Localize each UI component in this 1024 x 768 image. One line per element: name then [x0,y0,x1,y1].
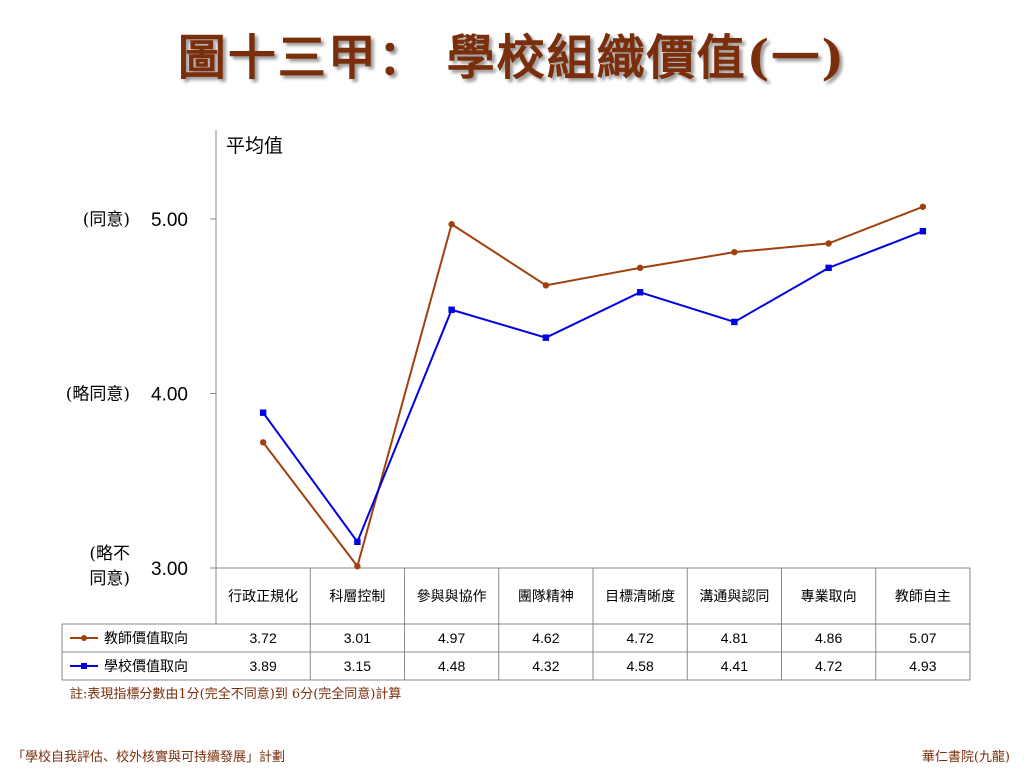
data-point [542,282,550,289]
x-category-label: 科層控制 [329,589,385,605]
data-point [636,264,644,272]
data-label: 4.32 [532,658,559,674]
data-point [731,318,738,326]
data-label: 5.07 [909,630,936,646]
x-category-label: 行政正規化 [228,589,298,605]
x-category-label: 團隊精神 [518,589,574,605]
y-tick-annotation: (略同意) [66,385,130,405]
data-point [919,203,927,210]
footnote: 註:表現指標分數由1分(完全不同意)到 6分(完全同意)計算 [70,687,402,702]
data-label: 3.15 [344,658,371,674]
data-label: 3.01 [344,630,371,646]
x-category-label: 專業取向 [801,589,857,605]
x-category-label: 目標清晰度 [605,589,675,605]
series-line [262,230,924,544]
data-point [731,248,738,256]
data-label: 4.97 [438,630,465,646]
data-point [919,228,927,235]
data-label: 4.72 [627,630,654,646]
data-point [448,306,455,313]
data-point [259,409,267,416]
x-category-label: 教師自主 [895,589,951,605]
y-tick-label: 3.00 [151,559,188,580]
legend-entry: 教師價值取向 [104,630,188,647]
legend-marker [81,635,87,641]
plot-area [259,203,927,570]
legend-entry: 學校價值取向 [104,658,188,675]
data-point [542,334,550,341]
data-label: 3.89 [250,658,277,674]
data-point [354,563,361,570]
data-point [636,289,644,296]
data-point [825,240,832,247]
x-category-label: 溝通與認同 [699,589,769,605]
data-label: 3.72 [250,630,277,646]
y-tick-annotation: 同意) [89,569,130,589]
data-label: 4.81 [721,630,748,646]
data-point [448,221,455,228]
footer-school: 華仁書院(九龍) [921,750,1010,765]
legend-marker [81,663,87,669]
data-label: 4.62 [532,630,559,646]
page-title: 圖十三甲： 學校組織價值(一) [177,30,847,86]
footer-project: 「學校自我評估、校外核實與可持續發展」計劃 [12,750,286,765]
data-point [825,264,832,272]
data-label: 4.48 [438,658,465,674]
data-label: 4.41 [721,658,748,674]
series-line [262,205,924,569]
data-label: 4.86 [815,630,842,646]
x-category-label: 參與與協作 [417,589,487,605]
y-tick-annotation: (略不 [89,544,130,564]
data-table: 行政正規化 科層控制 參與與協作 團隊精神 目標清晰度 溝通與認同 專業取向 教師自主教師價值… [61,567,971,681]
data-label: 4.58 [627,658,654,674]
y-tick-label: 4.00 [151,385,188,406]
y-axis-label: 平均值 [226,135,283,157]
data-point [354,538,361,546]
y-tick-label: 5.00 [151,210,188,231]
data-label: 4.93 [909,658,936,674]
y-tick-annotation: (同意) [83,210,130,230]
data-point [259,439,267,446]
data-label: 4.72 [815,658,842,674]
